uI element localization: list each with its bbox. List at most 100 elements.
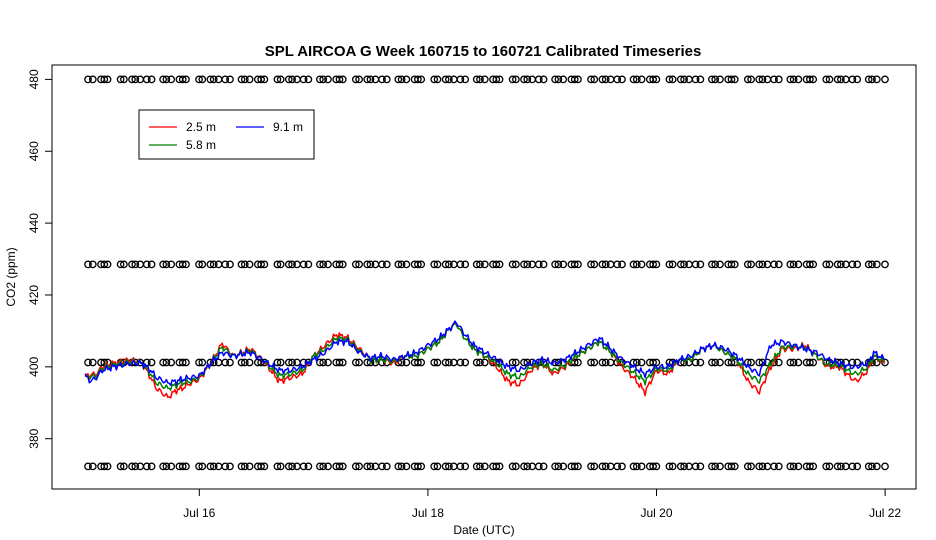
reference-marker xyxy=(226,462,234,471)
reference-marker xyxy=(284,75,293,84)
reference-marker xyxy=(472,260,481,269)
reference-marker xyxy=(472,462,481,471)
reference-marker xyxy=(167,75,176,84)
reference-marker xyxy=(822,75,831,84)
reference-marker xyxy=(103,75,112,84)
reference-marker xyxy=(676,260,685,269)
reference-marker xyxy=(417,358,426,367)
reference-marker xyxy=(335,75,344,84)
reference-marker xyxy=(88,462,97,471)
reference-marker xyxy=(273,75,282,84)
reference-marker xyxy=(402,260,411,269)
reference-marker xyxy=(587,462,595,471)
reference-marker xyxy=(495,75,504,84)
reference-marker xyxy=(711,358,720,367)
reference-marker xyxy=(716,462,724,471)
reference-marker xyxy=(276,75,285,84)
reference-marker xyxy=(363,260,372,269)
reference-marker xyxy=(221,358,230,367)
reference-marker xyxy=(276,462,285,471)
reference-marker xyxy=(848,260,857,269)
reference-marker xyxy=(554,462,563,471)
reference-marker xyxy=(338,260,347,269)
series-line xyxy=(84,320,886,387)
reference-marker xyxy=(257,462,265,471)
reference-marker xyxy=(708,75,716,84)
reference-marker xyxy=(598,260,607,269)
reference-marker xyxy=(523,462,532,471)
reference-marker xyxy=(512,75,520,84)
reference-marker xyxy=(131,462,140,471)
chart-title: SPL AIRCOA G Week 160715 to 160721 Calib… xyxy=(265,43,702,60)
reference-marker xyxy=(809,75,818,84)
reference-marker xyxy=(618,75,626,84)
reference-marker xyxy=(492,75,501,84)
reference-marker xyxy=(755,75,764,84)
legend-label-5-8m: 5.8 m xyxy=(186,138,216,152)
reference-marker xyxy=(120,462,128,471)
reference-marker xyxy=(711,260,720,269)
reference-marker xyxy=(613,260,622,269)
reference-marker xyxy=(559,462,568,471)
reference-marker xyxy=(868,260,876,269)
reference-marker xyxy=(159,358,167,367)
reference-marker xyxy=(570,75,579,84)
reference-marker xyxy=(195,462,203,471)
reference-marker xyxy=(696,75,705,84)
reference-marker xyxy=(864,260,873,269)
reference-marker xyxy=(276,358,285,367)
reference-marker xyxy=(727,462,736,471)
reference-marker xyxy=(472,358,481,367)
reference-marker xyxy=(430,260,439,269)
reference-marker xyxy=(402,75,411,84)
reference-marker xyxy=(394,260,403,269)
reference-marker xyxy=(240,358,249,367)
reference-marker xyxy=(809,358,818,367)
reference-marker xyxy=(848,462,857,471)
reference-marker xyxy=(632,462,641,471)
reference-marker xyxy=(848,75,857,84)
reference-marker xyxy=(711,75,720,84)
reference-marker xyxy=(198,260,207,269)
reference-marker xyxy=(363,75,372,84)
reference-marker xyxy=(284,462,293,471)
reference-marker xyxy=(351,358,360,367)
series-lines xyxy=(84,320,886,399)
reference-marker xyxy=(430,462,439,471)
reference-marker xyxy=(789,358,798,367)
reference-marker xyxy=(433,75,442,84)
reference-marker xyxy=(554,358,563,367)
reference-marker xyxy=(366,462,375,471)
reference-marker xyxy=(833,462,842,471)
reference-marker xyxy=(159,75,167,84)
reference-marker xyxy=(88,260,97,269)
x-tick-label: Jul 16 xyxy=(183,506,215,520)
reference-marker xyxy=(324,75,332,84)
reference-marker xyxy=(637,462,646,471)
reference-marker xyxy=(116,260,125,269)
reference-marker xyxy=(260,75,269,84)
reference-marker xyxy=(806,260,814,269)
reference-marker xyxy=(324,462,332,471)
reference-marker xyxy=(601,260,610,269)
reference-marker xyxy=(554,75,563,84)
reference-marker xyxy=(680,462,688,471)
reference-marker xyxy=(288,75,296,84)
reference-marker xyxy=(245,358,254,367)
reference-marker xyxy=(743,260,752,269)
reference-marker xyxy=(833,75,842,84)
reference-marker xyxy=(430,75,439,84)
reference-marker xyxy=(335,260,344,269)
reference-marker xyxy=(304,462,313,471)
reference-marker xyxy=(848,358,857,367)
reference-marker xyxy=(825,462,834,471)
reference-marker xyxy=(806,75,814,84)
reference-marker xyxy=(747,260,755,269)
reference-marker xyxy=(512,260,520,269)
reference-marker xyxy=(794,75,803,84)
reference-marker xyxy=(209,260,218,269)
reference-marker xyxy=(366,75,375,84)
reference-marker xyxy=(414,462,422,471)
reference-marker xyxy=(774,462,783,471)
reference-marker xyxy=(257,260,265,269)
